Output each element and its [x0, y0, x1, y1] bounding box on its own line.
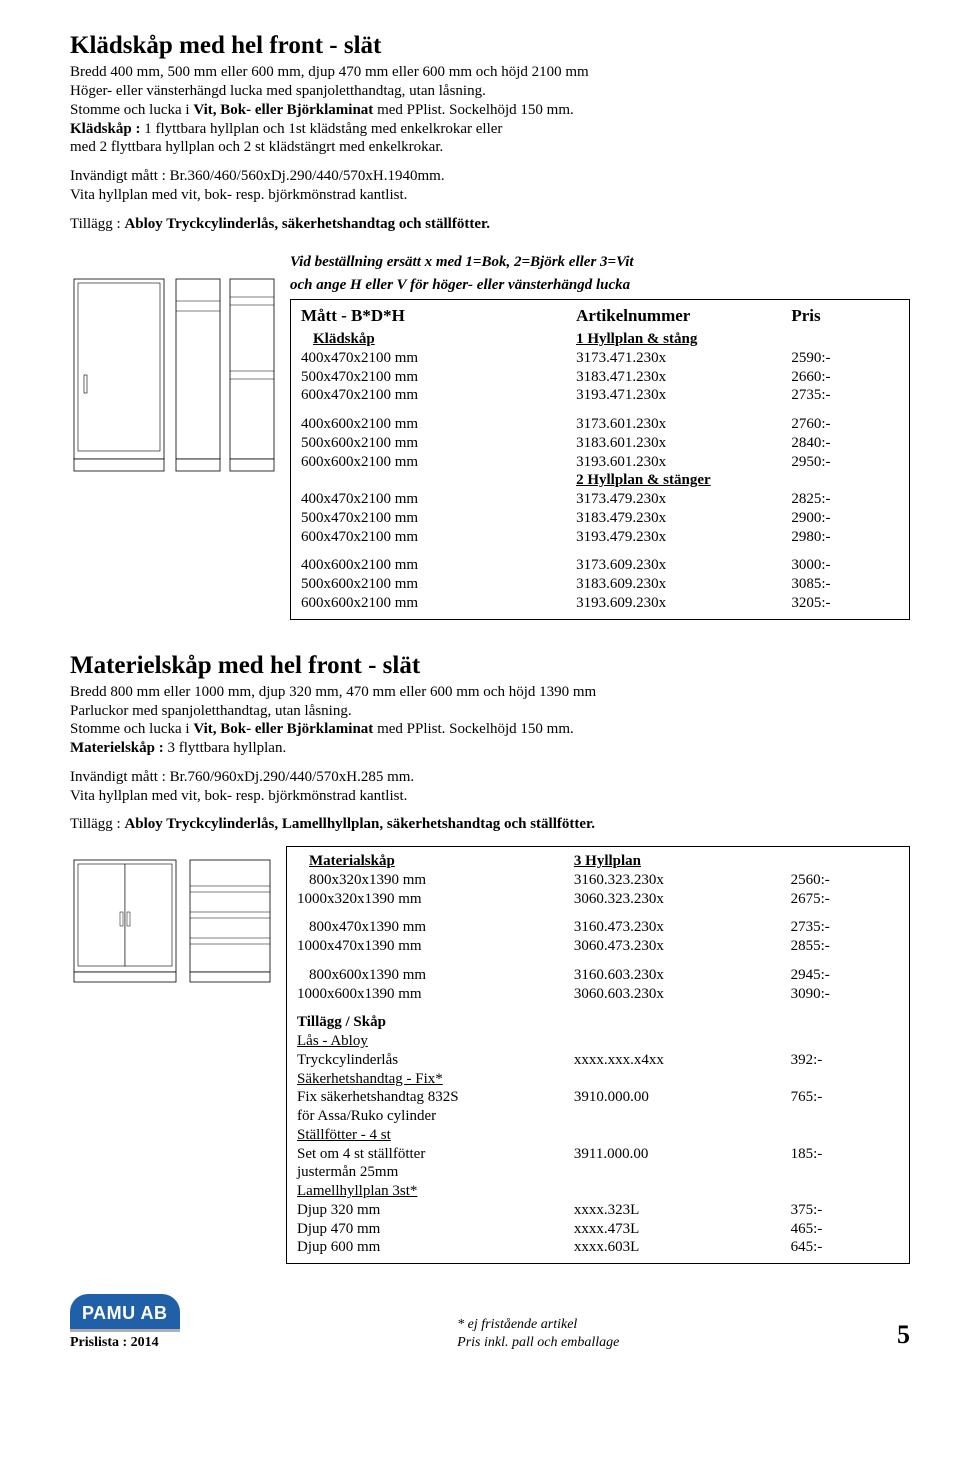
- g2b-h: 2 Hyllplan & stänger: [576, 472, 711, 488]
- s1-line5: med 2 flyttbara hyllplan och 2 st klädst…: [70, 138, 910, 157]
- table-row: 800x320x1390 mm: [297, 871, 574, 890]
- footer-note: * ej fristående artikel Pris inkl. pall …: [457, 1316, 619, 1351]
- kladskap-illustration: [70, 245, 276, 475]
- prislista-label: Prislista : 2014: [70, 1334, 159, 1352]
- table-row: för Assa/Ruko cylinder: [297, 1107, 574, 1126]
- table-row: Djup 600 mm: [297, 1238, 574, 1257]
- s2-line1: Bredd 800 mm eller 1000 mm, djup 320 mm,…: [70, 683, 910, 702]
- s2-tillagg: Tillägg : Abloy Tryckcylinderlås, Lamell…: [70, 815, 910, 834]
- s1-line2: Höger- eller vänsterhängd lucka med span…: [70, 82, 910, 101]
- table-row: Djup 320 mm: [297, 1201, 574, 1220]
- table-row: 400x470x2100 mm: [301, 349, 576, 368]
- add1-h: Lås - Abloy: [297, 1032, 574, 1051]
- th-matt: Mått - B*D*H: [301, 305, 576, 326]
- g1-right-h: 1 Hyllplan & stång: [576, 331, 697, 347]
- table-row: 400x600x2100 mm: [301, 415, 576, 434]
- s1-line4: Klädskåp : 1 flyttbara hyllplan och 1st …: [70, 120, 910, 139]
- kladskap-table: Mått - B*D*H Artikelnummer Pris Klädskåp…: [290, 299, 910, 620]
- order-note-2: och ange H eller V för höger- eller väns…: [290, 276, 910, 295]
- s2-line3: Stomme och lucka i Vit, Bok- eller Björk…: [70, 720, 910, 739]
- table-row: Tryckcylinderlås: [297, 1051, 574, 1070]
- table-row: Fix säkerhetshandtag 832S: [297, 1088, 574, 1107]
- s1-line1: Bredd 400 mm, 500 mm eller 600 mm, djup …: [70, 63, 910, 82]
- table-row: 600x600x2100 mm: [301, 453, 576, 472]
- table-row: 800x470x1390 mm: [297, 918, 574, 937]
- s1-line6: Invändigt mått : Br.360/460/560xDj.290/4…: [70, 167, 910, 186]
- s2-line2: Parluckor med spanjoletthandtag, utan lå…: [70, 702, 910, 721]
- table-row: justermån 25mm: [297, 1163, 574, 1182]
- table-row: 400x600x2100 mm: [301, 556, 576, 575]
- table-row: Set om 4 st ställfötter: [297, 1145, 574, 1164]
- th-pris: Pris: [791, 305, 899, 326]
- g1-left-h: Klädskåp: [301, 331, 375, 347]
- table-row: 800x600x1390 mm: [297, 966, 574, 985]
- g1-right-h2: 3 Hyllplan: [574, 853, 641, 869]
- s1-tillagg: Tillägg : Abloy Tryckcylinderlås, säkerh…: [70, 215, 910, 234]
- table-row: 600x600x2100 mm: [301, 594, 576, 613]
- table-row: Djup 470 mm: [297, 1220, 574, 1239]
- table-row: 1000x600x1390 mm: [297, 985, 574, 1004]
- section1-title: Klädskåp med hel front - slät: [70, 30, 910, 61]
- order-note-1: Vid beställning ersätt x med 1=Bok, 2=Bj…: [290, 253, 910, 272]
- table-row: 1000x470x1390 mm: [297, 937, 574, 956]
- brand-logo: PAMU AB Prislista : 2014: [70, 1294, 180, 1351]
- add4-h: Lamellhyllplan 3st*: [297, 1182, 574, 1201]
- s2-line7: Vita hyllplan med vit, bok- resp. björkm…: [70, 787, 910, 806]
- table-row: 600x470x2100 mm: [301, 386, 576, 405]
- add2-h: Säkerhetshandtag - Fix*: [297, 1070, 574, 1089]
- th-artnr: Artikelnummer: [576, 305, 791, 326]
- table-row: 500x600x2100 mm: [301, 575, 576, 594]
- table-row: 500x470x2100 mm: [301, 509, 576, 528]
- s2-line4: Materielskåp : 3 flyttbara hyllplan.: [70, 739, 910, 758]
- materielskap-table: Materialskåp 3 Hyllplan 800x320x1390 mm3…: [286, 846, 910, 1264]
- s2-line6: Invändigt mått : Br.760/960xDj.290/440/5…: [70, 768, 910, 787]
- table-row: 500x470x2100 mm: [301, 368, 576, 387]
- add3-h: Ställfötter - 4 st: [297, 1126, 574, 1145]
- table-row: 400x470x2100 mm: [301, 490, 576, 509]
- table-row: 500x600x2100 mm: [301, 434, 576, 453]
- page-number: 5: [897, 1319, 910, 1352]
- section2-title: Materielskåp med hel front - slät: [70, 650, 910, 681]
- table-row: 600x470x2100 mm: [301, 528, 576, 547]
- table-row: 1000x320x1390 mm: [297, 890, 574, 909]
- materielskap-illustration: [70, 846, 272, 986]
- add-heading: Tillägg / Skåp: [297, 1013, 574, 1032]
- s1-line3: Stomme och lucka i Vit, Bok- eller Björk…: [70, 101, 910, 120]
- s1-line7: Vita hyllplan med vit, bok- resp. björkm…: [70, 186, 910, 205]
- g1-left-h2: Materialskåp: [297, 853, 395, 869]
